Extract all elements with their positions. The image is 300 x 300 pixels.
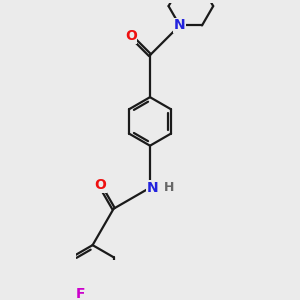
Text: F: F: [76, 287, 85, 300]
Text: N: N: [174, 18, 185, 32]
Text: O: O: [94, 178, 106, 192]
Text: O: O: [125, 29, 137, 43]
Text: N: N: [147, 181, 158, 195]
Text: H: H: [164, 181, 174, 194]
